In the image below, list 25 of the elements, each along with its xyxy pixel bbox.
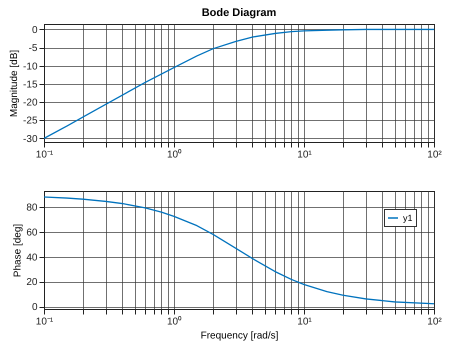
- x-tick-label: 10⁻¹: [36, 316, 54, 328]
- x-tick-label: 10⁰: [166, 316, 182, 328]
- y-axis-title: Phase [deg]: [12, 224, 24, 278]
- y-tick-label: -30: [23, 134, 38, 145]
- y-tick-label: 0: [32, 24, 38, 36]
- x-tick-label: 10²: [427, 316, 442, 328]
- legend-label: y1: [403, 213, 413, 223]
- y-tick-label: -5: [28, 43, 38, 54]
- x-tick-label: 10²: [427, 150, 442, 160]
- y-tick-label: 80: [26, 202, 38, 214]
- y-tick-label: 60: [26, 227, 38, 238]
- x-axis-title: Frequency [rad/s]: [200, 330, 279, 342]
- y-axis-title: Magnitude [dB]: [9, 50, 20, 118]
- x-tick-label: 10⁰: [166, 148, 182, 160]
- y-tick-label: -10: [23, 61, 38, 72]
- y-tick-label: 0: [32, 302, 38, 314]
- y-tick-label: -20: [23, 98, 38, 109]
- chart-title: Bode Diagram: [202, 7, 276, 19]
- x-tick-label: 10¹: [297, 316, 312, 328]
- y-tick-label: 20: [26, 277, 38, 288]
- y-tick-label: -25: [23, 116, 38, 127]
- x-tick-label: 10⁻¹: [36, 150, 54, 160]
- y-tick-label: 40: [26, 252, 38, 264]
- y-tick-label: -15: [23, 79, 38, 90]
- x-tick-label: 10¹: [297, 150, 312, 160]
